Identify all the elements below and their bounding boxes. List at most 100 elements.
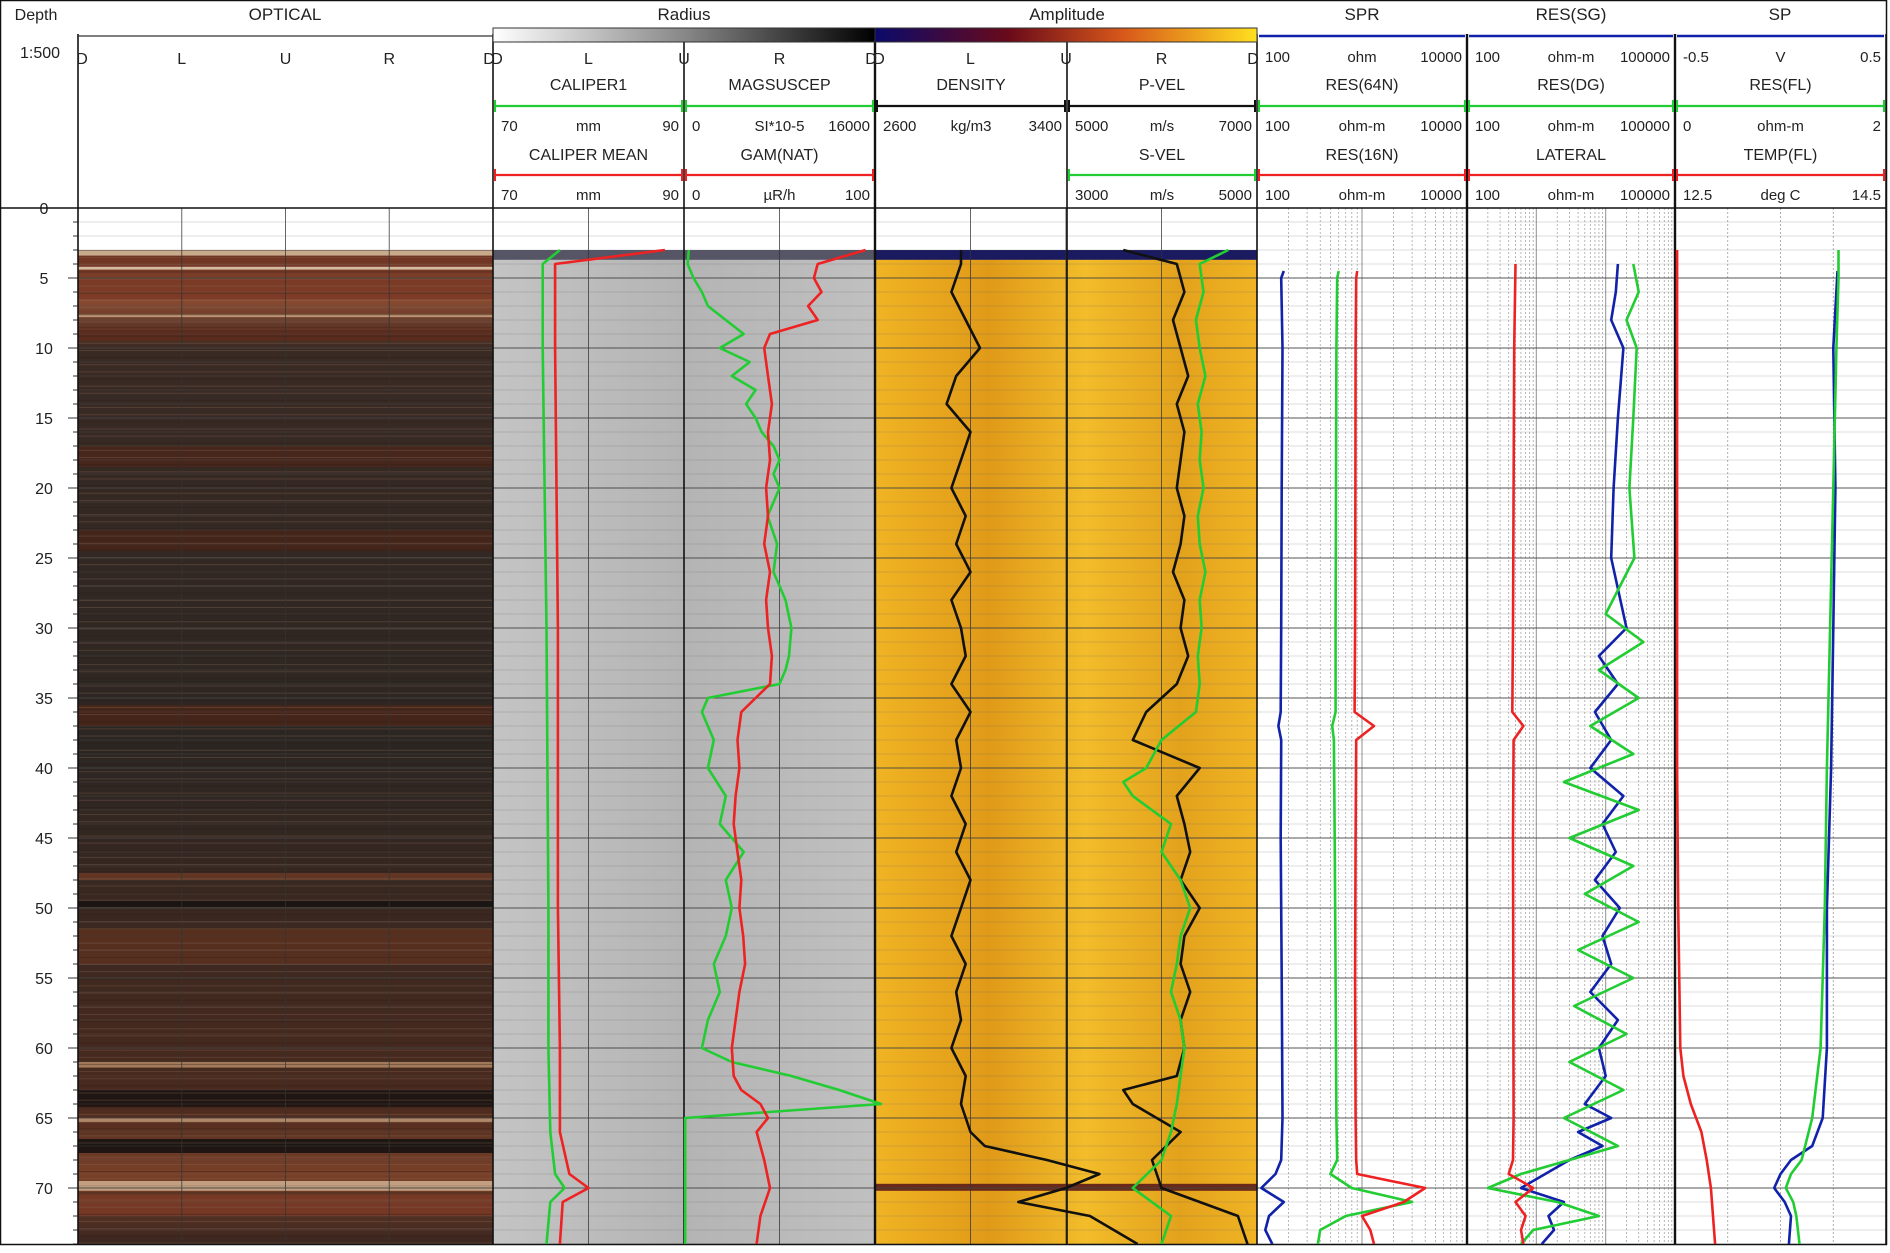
curve-s-vel bbox=[1122, 248, 1229, 1244]
curve-spr bbox=[1260, 270, 1286, 1244]
scale-min-sp: -0.5 bbox=[1683, 49, 1709, 66]
amplitude-orientation-d: D bbox=[1247, 51, 1259, 68]
scale-max-res-sg-: 100000 bbox=[1620, 49, 1670, 66]
depth-tick-label: 15 bbox=[35, 411, 53, 428]
scale-unit-res-fl-: ohm-m bbox=[1757, 118, 1804, 135]
group-title-spr: SPR bbox=[1345, 5, 1380, 24]
scale-max-gam-nat-: 100 bbox=[845, 187, 870, 204]
depth-tick-label: 25 bbox=[35, 551, 53, 568]
curve-lateral bbox=[1486, 263, 1645, 1244]
depth-tick-label: 60 bbox=[35, 1041, 53, 1058]
curve-res-fl- bbox=[1784, 250, 1840, 1244]
scale-min-s-vel: 3000 bbox=[1075, 187, 1108, 204]
scale-min-caliper1: 70 bbox=[501, 118, 518, 135]
scale-title-magsuscep: MAGSUSCEP bbox=[728, 77, 830, 94]
amplitude-color-bar bbox=[874, 27, 1258, 43]
scale-min-magsuscep: 0 bbox=[692, 118, 700, 135]
amplitude-orientation-d: D bbox=[873, 51, 885, 68]
curve-density bbox=[945, 250, 1139, 1244]
radius-orientation-d: D bbox=[491, 51, 503, 68]
curve-res-dg- bbox=[1507, 263, 1535, 1244]
curve-magsuscep bbox=[683, 249, 883, 1244]
curve-caliper-mean bbox=[553, 248, 666, 1244]
depth-tick-label: 70 bbox=[35, 1181, 53, 1198]
depth-tick-label: 5 bbox=[40, 271, 49, 288]
scale-max-spr: 10000 bbox=[1420, 49, 1462, 66]
optical-orientation-l: L bbox=[177, 51, 186, 68]
scale-min-spr: 100 bbox=[1265, 49, 1290, 66]
amplitude-orientation-u: U bbox=[1060, 51, 1072, 68]
curve-sp bbox=[1772, 270, 1839, 1244]
radius-orientation-r: R bbox=[774, 51, 786, 68]
radius-orientation-u: U bbox=[678, 51, 690, 68]
group-title-sp: SP bbox=[1769, 5, 1792, 24]
scale-max-density: 3400 bbox=[1029, 118, 1062, 135]
scale-unit-caliper-mean: mm bbox=[576, 187, 601, 204]
scale-unit-sp: V bbox=[1775, 49, 1785, 66]
scale-title-temp-fl-: TEMP(FL) bbox=[1744, 147, 1818, 164]
curve-temp-fl- bbox=[1675, 250, 1717, 1244]
scale-title-res-fl-: RES(FL) bbox=[1749, 77, 1811, 94]
scale-min-p-vel: 5000 bbox=[1075, 118, 1108, 135]
scale-unit-caliper1: mm bbox=[576, 118, 601, 135]
curve-layer bbox=[541, 248, 1840, 1244]
depth-tick-label: 65 bbox=[35, 1111, 53, 1128]
scale-title-res-64n-: RES(64N) bbox=[1326, 77, 1399, 94]
depth-tick-label: 0 bbox=[40, 201, 49, 218]
radius-color-bar bbox=[492, 27, 876, 43]
scale-min-temp-fl-: 12.5 bbox=[1683, 187, 1712, 204]
scale-min-caliper-mean: 70 bbox=[501, 187, 518, 204]
scale-title-res-16n-: RES(16N) bbox=[1326, 147, 1399, 164]
curve-p-vel bbox=[1122, 248, 1249, 1244]
depth-label: Depth bbox=[15, 7, 58, 24]
scale-min-res-sg-: 100 bbox=[1475, 49, 1500, 66]
optical-orientation-d: D bbox=[483, 51, 495, 68]
scale-title-s-vel: S-VEL bbox=[1139, 147, 1185, 164]
scale-max-res-64n-: 10000 bbox=[1420, 118, 1462, 135]
depth-tick-label: 20 bbox=[35, 481, 53, 498]
scale-label: 1:500 bbox=[20, 45, 60, 62]
scale-unit-res-16n-: ohm-m bbox=[1339, 187, 1386, 204]
scale-max-res-16n-: 10000 bbox=[1420, 187, 1462, 204]
scale-title-caliper-mean: CALIPER MEAN bbox=[529, 147, 648, 164]
scale-unit-res-dg-: ohm-m bbox=[1548, 118, 1595, 135]
optical-orientation-u: U bbox=[280, 51, 292, 68]
scale-title-gam-nat-: GAM(NAT) bbox=[741, 147, 819, 164]
scale-max-s-vel: 5000 bbox=[1219, 187, 1252, 204]
scale-unit-res-64n-: ohm-m bbox=[1339, 118, 1386, 135]
radius-orientation-d: D bbox=[865, 51, 877, 68]
scale-max-res-dg-: 100000 bbox=[1620, 118, 1670, 135]
scale-min-lateral: 100 bbox=[1475, 187, 1500, 204]
scale-max-magsuscep: 16000 bbox=[828, 118, 870, 135]
amplitude-orientation-r: R bbox=[1156, 51, 1168, 68]
depth-tick-label: 10 bbox=[35, 341, 53, 358]
scale-title-caliper1: CALIPER1 bbox=[550, 77, 627, 94]
optical-orientation-d: D bbox=[76, 51, 88, 68]
group-title-amplitude: Amplitude bbox=[1029, 5, 1105, 24]
curve-res-sg- bbox=[1519, 263, 1628, 1244]
scale-title-p-vel: P-VEL bbox=[1139, 77, 1185, 94]
curve-gam-nat- bbox=[730, 248, 866, 1244]
scale-max-sp: 0.5 bbox=[1860, 49, 1881, 66]
curve-res-64n- bbox=[1316, 270, 1414, 1244]
depth-tick-label: 35 bbox=[35, 691, 53, 708]
depth-tick-label: 40 bbox=[35, 761, 53, 778]
scale-max-caliper-mean: 90 bbox=[662, 187, 679, 204]
scale-max-temp-fl-: 14.5 bbox=[1852, 187, 1881, 204]
scale-min-res-fl-: 0 bbox=[1683, 118, 1691, 135]
scale-unit-magsuscep: SI*10-5 bbox=[754, 118, 804, 135]
scale-min-res-dg-: 100 bbox=[1475, 118, 1500, 135]
scale-unit-p-vel: m/s bbox=[1150, 118, 1174, 135]
scale-max-res-fl-: 2 bbox=[1873, 118, 1881, 135]
group-title-radius: Radius bbox=[658, 5, 711, 24]
scale-min-density: 2600 bbox=[883, 118, 916, 135]
depth-tick-label: 45 bbox=[35, 831, 53, 848]
scale-max-caliper1: 90 bbox=[662, 118, 679, 135]
scale-title-lateral: LATERAL bbox=[1536, 147, 1606, 164]
radius-orientation-l: L bbox=[584, 51, 593, 68]
curve-caliper1 bbox=[541, 248, 566, 1244]
scale-max-lateral: 100000 bbox=[1620, 187, 1670, 204]
